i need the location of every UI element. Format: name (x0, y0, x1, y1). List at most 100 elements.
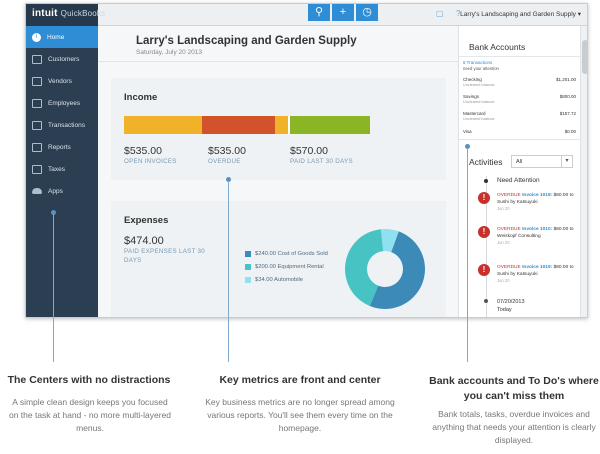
transactions-icon (32, 120, 42, 130)
logo-brand: intuit (32, 8, 58, 19)
activity-text: $60.00 to Sushi by Katsuyuki (497, 193, 574, 205)
account-subtext: Uncleared balance (463, 117, 495, 121)
callout-body: Key business metrics are no longer sprea… (205, 397, 395, 433)
income-bar-paid[interactable] (290, 116, 370, 134)
sidebar-item-taxes[interactable]: Taxes (26, 158, 98, 180)
sidebar-item-vendors[interactable]: Vendors (26, 70, 98, 92)
legend-label: $240.00 Cost of Goods Sold (255, 250, 328, 257)
transactions-subtext: need your attention (463, 66, 499, 71)
sidebar-item-label: Taxes (48, 165, 65, 173)
expenses-legend: $240.00 Cost of Goods Sold $200.00 Equip… (245, 247, 328, 286)
account-subtext: Uncleared balance (463, 83, 495, 87)
legend-swatch (245, 276, 251, 283)
activities-filter-value: All (516, 159, 523, 165)
legend-swatch (245, 263, 251, 270)
timeline-dot (484, 179, 488, 183)
search-icon: ⚲ (314, 6, 324, 18)
income-bar-open-invoices[interactable] (124, 116, 202, 134)
paid-metric[interactable]: $570.00 PAID LAST 30 DAYS (290, 145, 353, 165)
sidebar-item-transactions[interactable]: Transactions (26, 114, 98, 136)
bank-accounts-title: Bank Accounts (469, 42, 526, 52)
taxes-icon (32, 164, 42, 174)
open-invoices-label: OPEN INVOICES (124, 158, 177, 165)
activity-date: Jun 20 (497, 206, 510, 211)
logo-area (26, 4, 98, 26)
need-attention-label: Need Attention (497, 177, 540, 184)
activity-date: Jun 20 (497, 240, 510, 245)
account-row-visa[interactable]: Visa $0.00 (463, 129, 576, 134)
pointer-line (53, 214, 54, 362)
expenses-donut-chart[interactable] (343, 227, 427, 311)
logo-product: QuickBooks (60, 9, 106, 18)
account-amount: $800.00 (559, 94, 576, 99)
activities-filter-select[interactable]: All ▾ (511, 155, 573, 168)
chat-icon[interactable]: ▢ (436, 9, 444, 18)
divider (459, 56, 580, 57)
page-date: Saturday, July 20 2013 (136, 49, 203, 56)
expenses-total-label: PAID EXPENSES LAST 30 DAYS (124, 248, 206, 264)
legend-item: $200.00 Equipment Rental (245, 260, 328, 273)
top-bar: intuit QuickBooks ⚲ + ◷ ▢ ? Larry's Lands… (26, 4, 587, 26)
callout-title: Bank accounts and To Do's where you can'… (429, 375, 599, 402)
activity-invoice-link[interactable]: Invoice 1019: (522, 265, 553, 270)
expenses-title: Expenses (124, 215, 169, 226)
right-panel-scrollbar[interactable] (580, 26, 587, 317)
account-subtext: Uncleared balance (463, 100, 495, 104)
overdue-metric[interactable]: $535.00 OVERDUE (208, 145, 246, 165)
transactions-link[interactable]: 8 Transactions (463, 60, 493, 65)
help-icon[interactable]: ? (456, 9, 461, 18)
callout-title: The Centers with no distractions (7, 374, 171, 386)
recent-transactions-button[interactable]: ◷ (356, 4, 378, 21)
sidebar-item-label: Employees (48, 99, 81, 107)
paid-label: PAID LAST 30 DAYS (290, 158, 353, 165)
donut-slice[interactable] (345, 229, 385, 306)
open-invoices-value: $535.00 (124, 145, 162, 157)
income-bar-open-remainder (275, 116, 288, 134)
activity-invoice-link[interactable]: Invoice 1018: (522, 193, 553, 198)
sidebar-item-home[interactable]: i Home (26, 26, 98, 48)
intuit-quickbooks-logo[interactable]: intuit QuickBooks (32, 8, 105, 19)
clock-icon: ◷ (362, 6, 372, 18)
sidebar-item-customers[interactable]: Customers (26, 48, 98, 70)
reports-icon (32, 142, 42, 152)
open-invoices-metric[interactable]: $535.00 OPEN INVOICES (124, 145, 177, 165)
sidebar-item-label: Apps (48, 187, 63, 195)
overdue-label: OVERDUE (208, 158, 241, 165)
plus-icon: + (339, 6, 347, 18)
income-bar-overdue[interactable] (202, 116, 275, 134)
chevron-down-icon: ▾ (561, 156, 572, 167)
legend-label: $200.00 Equipment Rental (255, 263, 324, 270)
account-name: Mastercard (463, 111, 486, 116)
timeline-dot (484, 299, 488, 303)
sidebar-item-apps[interactable]: Apps (26, 180, 98, 202)
income-widget[interactable]: Income $535.00 OPEN INVOICES $535.00 OVE… (111, 78, 446, 180)
sidebar-item-label: Reports (48, 143, 71, 151)
callout-body: Bank totals, tasks, overdue invoices and… (432, 409, 596, 445)
apps-icon (32, 188, 42, 194)
alert-icon: ! (478, 192, 490, 204)
account-name: Savings (463, 94, 480, 99)
sidebar-item-reports[interactable]: Reports (26, 136, 98, 158)
divider (98, 61, 458, 62)
account-name: Visa (463, 129, 472, 134)
pointer-line (467, 148, 468, 362)
pointer-dot (51, 210, 56, 215)
income-bar[interactable] (124, 116, 370, 134)
company-menu[interactable]: Larry's Landscaping and Garden Supply ▾ (460, 11, 581, 18)
account-amount: $157.72 (559, 111, 576, 116)
legend-item: $34.00 Automobile (245, 273, 328, 286)
donut-hole (367, 251, 403, 287)
expenses-widget[interactable]: Expenses $474.00 PAID EXPENSES LAST 30 D… (111, 201, 446, 317)
account-row-savings[interactable]: Savings $800.00 Uncleared balance (463, 94, 576, 104)
account-row-mastercard[interactable]: Mastercard $157.72 Uncleared balance (463, 111, 576, 121)
activity-invoice-link[interactable]: Invoice 1010: (522, 227, 553, 232)
scrollbar-thumb[interactable] (582, 40, 587, 74)
create-button[interactable]: + (332, 4, 354, 21)
sidebar-item-label: Customers (48, 55, 80, 63)
today-marker: 07/20/2013 Today (497, 298, 525, 314)
account-row-checking[interactable]: Checking $1,201.00 Uncleared balance (463, 77, 576, 87)
right-panel: Bank Accounts 8 Transactions need your a… (458, 26, 580, 317)
income-title: Income (124, 92, 158, 103)
sidebar-item-employees[interactable]: Employees (26, 92, 98, 114)
search-button[interactable]: ⚲ (308, 4, 330, 21)
